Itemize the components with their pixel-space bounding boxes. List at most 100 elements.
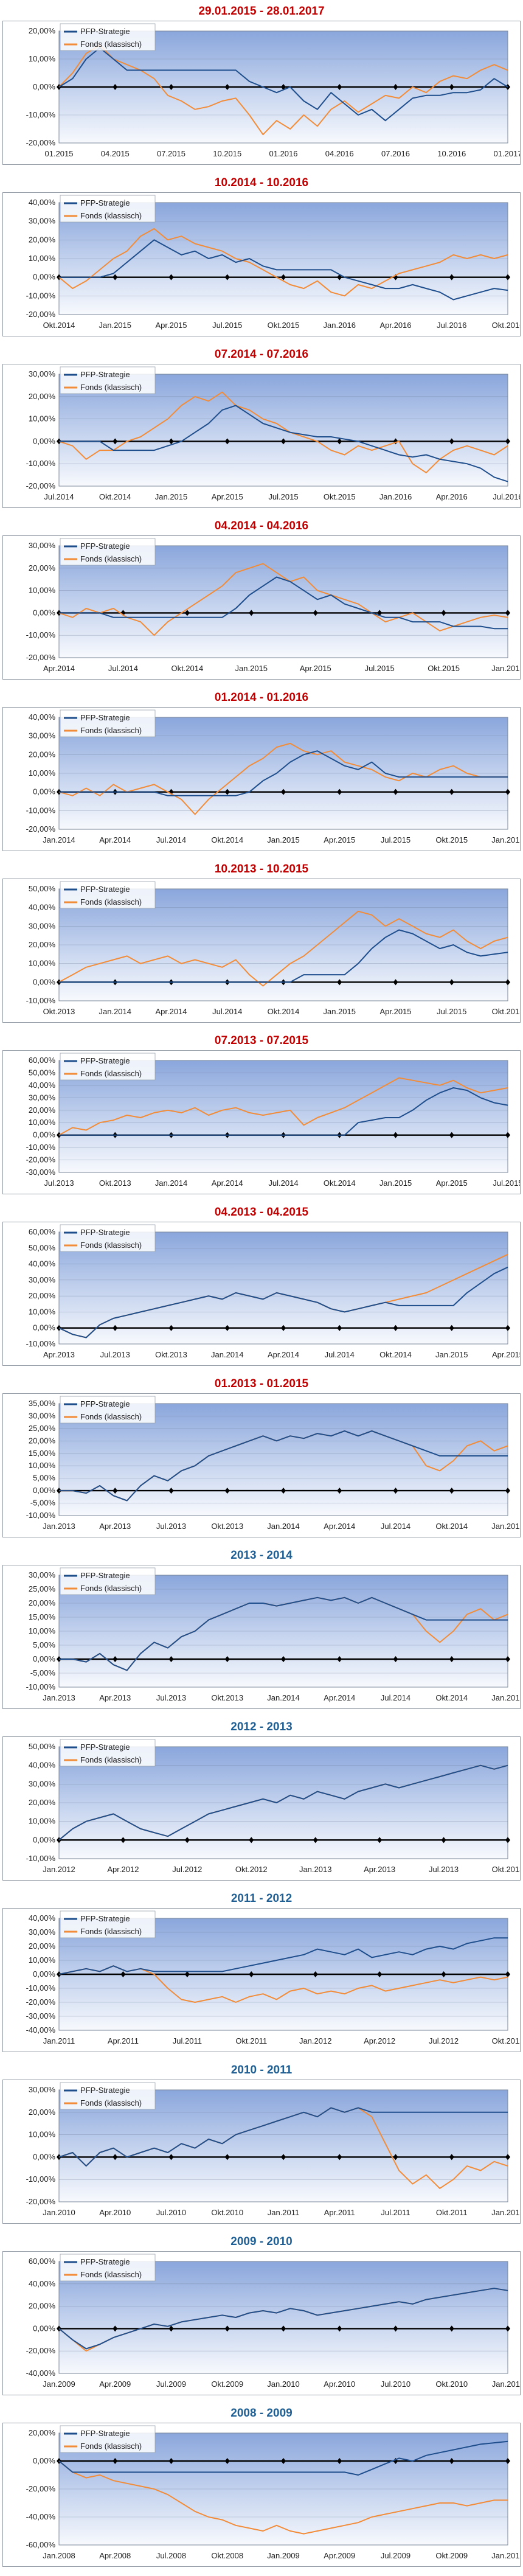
chart-box: -10,00% -5,00% 0,00% 5,00% 10,00% 15,00% 20,00…	[2, 1393, 521, 1537]
baseline-marker	[281, 1656, 286, 1662]
y-tick-label: 15,00%	[29, 1449, 56, 1458]
y-tick-label: 30,00%	[29, 731, 56, 740]
baseline-marker	[337, 979, 342, 986]
x-tick-label: Okt.2015	[324, 492, 356, 501]
legend-label: PFP-Strategie	[80, 1914, 130, 1923]
x-tick-label: Apr.2009	[99, 2379, 131, 2389]
baseline-marker	[184, 1837, 190, 1843]
chart-panel: 2010 - 2011 -20,00% -10,00% 0,00% 10,00% 20,0…	[0, 2061, 523, 2233]
x-tick-label: Okt.2013	[211, 1693, 243, 1702]
baseline-marker	[249, 1971, 254, 1977]
baseline-marker	[168, 2458, 174, 2464]
x-tick-label: 01.2016	[269, 149, 298, 158]
baseline-marker	[113, 2458, 118, 2464]
series-line	[58, 2107, 508, 2167]
x-tick-label: 10.2016	[437, 149, 466, 158]
baseline-marker	[113, 84, 118, 90]
legend-box	[60, 366, 156, 394]
series-line	[58, 44, 508, 136]
chart-box: -60,00% -40,00% -20,00% 0,00% 20,00% Jan.2008…	[2, 2423, 521, 2567]
x-tick-label: Apr.2008	[99, 2551, 131, 2560]
x-tick-label: Jan.2015	[99, 321, 132, 330]
chart-title: 2013 - 2014	[230, 1549, 293, 1562]
y-tick-label: 10,00%	[29, 586, 56, 595]
y-tick-label: -30,00%	[26, 1168, 56, 1177]
baseline-marker	[505, 2154, 510, 2160]
x-tick-label: Okt.2013	[492, 1865, 520, 1874]
series-line	[59, 576, 508, 630]
baseline-marker	[441, 1971, 446, 1977]
baseline-marker	[224, 2325, 230, 2332]
chart-title: 29.01.2015 - 28.01.2017	[198, 5, 325, 18]
baseline-marker	[57, 1837, 61, 1843]
y-tick-label: -20,00%	[26, 481, 56, 490]
x-tick-label: Jan.2014	[267, 1693, 300, 1702]
y-tick-label: 15,00%	[29, 1612, 56, 1621]
x-tick-label: Jan.2010	[491, 2551, 520, 2560]
y-tick-label: 0,00%	[33, 2456, 55, 2465]
x-tick-label: Apr.2016	[436, 492, 468, 501]
x-tick-label: Okt.2013	[155, 1350, 187, 1359]
x-tick-label: Okt.2012	[235, 1865, 268, 1874]
y-tick-label: -40,00%	[26, 2512, 56, 2521]
x-tick-label: Jul.2015	[268, 492, 298, 501]
legend-label: Fonds (klassisch)	[80, 1241, 142, 1250]
y-tick-label: -20,00%	[26, 1155, 56, 1164]
y-tick-label: 50,00%	[29, 1742, 56, 1751]
y-tick-label: 30,00%	[29, 1927, 56, 1937]
baseline-marker	[313, 1971, 318, 1977]
chart-title: 10.2013 - 10.2015	[214, 863, 309, 875]
baseline-marker	[393, 979, 398, 986]
x-tick-label: Okt.2014	[324, 1178, 356, 1188]
y-tick-label: -60,00%	[26, 2540, 56, 2549]
y-tick-label: -40,00%	[26, 2369, 56, 2378]
chart-title: 04.2013 - 04.2015	[214, 1206, 309, 1219]
legend-label: Fonds (klassisch)	[80, 726, 142, 735]
baseline-marker	[113, 1325, 118, 1331]
y-tick-label: 10,00%	[29, 54, 56, 63]
baseline-marker	[393, 1325, 398, 1331]
y-tick-label: 20,00%	[29, 563, 56, 573]
legend-label: Fonds (klassisch)	[80, 1584, 142, 1593]
baseline-marker	[393, 1488, 398, 1494]
baseline-marker	[113, 2154, 118, 2160]
chart-panel: 2008 - 2009 -60,00% -40,00% -20,00% 0,00% 20,…	[0, 2404, 523, 2576]
x-tick-label: Apr.2013	[364, 1865, 395, 1874]
y-tick-label: 40,00%	[29, 1761, 56, 1770]
legend-label: Fonds (klassisch)	[80, 383, 142, 392]
legend-box	[60, 195, 156, 223]
x-tick-label: Okt.2014	[435, 1522, 468, 1531]
y-tick-label: 0,00%	[33, 1486, 55, 1495]
x-tick-label: Jul.2016	[493, 492, 520, 501]
y-tick-label: 35,00%	[29, 1399, 56, 1408]
baseline-marker	[281, 438, 286, 445]
baseline-marker	[377, 1971, 383, 1977]
x-tick-label: Jul.2015	[365, 664, 395, 673]
line-chart: -10,00% 0,00% 10,00% 20,00% 30,00% 40,00% 50,0…	[26, 1739, 520, 1874]
x-tick-label: Jan.2014	[99, 1007, 132, 1016]
series-line	[58, 2288, 508, 2350]
x-tick-label: Apr.2015	[212, 492, 243, 501]
y-tick-label: 20,00%	[29, 940, 56, 949]
legend: PFP-Strategie Fonds (klassisch)	[60, 1910, 156, 1938]
baseline-marker	[505, 1488, 510, 1494]
y-tick-label: 5,00%	[33, 1474, 55, 1483]
chart-title: 10.2014 - 10.2016	[214, 176, 309, 189]
x-tick-label: Jan.2012	[491, 2208, 520, 2217]
x-tick-label: Jul.2009	[381, 2551, 410, 2560]
y-tick-label: -10,00%	[26, 1339, 56, 1348]
y-tick-label: -30,00%	[26, 2011, 56, 2021]
y-tick-label: 20,00%	[29, 1291, 56, 1300]
y-tick-label: 0,00%	[33, 608, 55, 617]
chart-title: 07.2013 - 07.2015	[214, 1034, 309, 1047]
y-tick-label: -20,00%	[26, 2346, 56, 2355]
legend-box	[60, 2254, 156, 2282]
baseline-marker	[393, 2325, 398, 2332]
x-tick-label: Okt.2009	[435, 2551, 468, 2560]
series-line	[58, 47, 508, 122]
y-tick-label: 25,00%	[29, 1424, 56, 1433]
chart-panel: 01.2013 - 01.2015 -10,00% -5,00% 0,00% 5,00%…	[0, 1375, 523, 1547]
series-line	[58, 2460, 508, 2535]
baseline-marker	[113, 438, 118, 445]
chart-panel: 07.2013 - 07.2015 -30,00% -20,00% -10,00% 0,…	[0, 1032, 523, 1203]
